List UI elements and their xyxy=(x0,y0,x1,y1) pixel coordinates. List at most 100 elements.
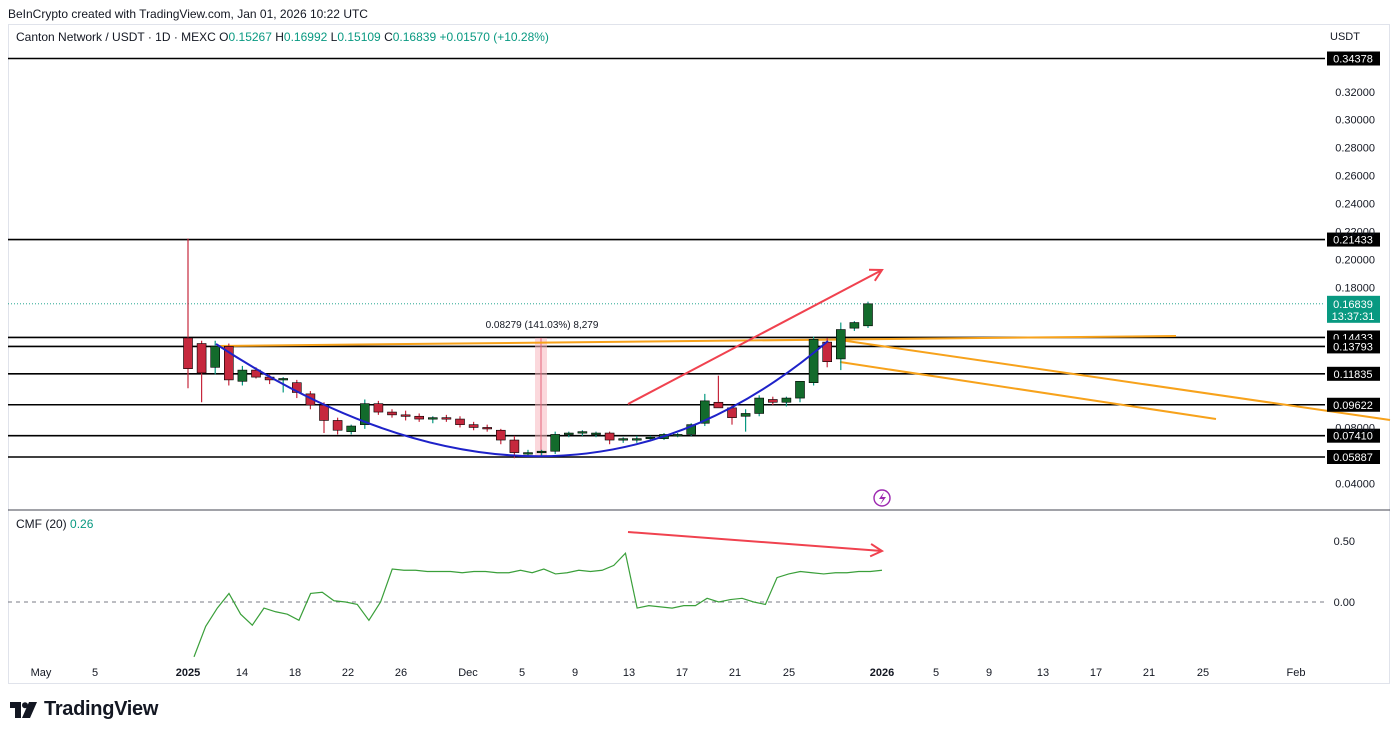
trendline-descending xyxy=(839,339,1391,421)
trendline-lower xyxy=(839,361,1217,420)
horizontal-levels xyxy=(8,57,1390,511)
cmf-arrow-head xyxy=(869,543,885,558)
time-tick-label: 5 xyxy=(92,667,98,679)
candle-body xyxy=(563,432,574,435)
high-value: 0.16992 xyxy=(283,30,328,44)
close-value: 0.16839 xyxy=(392,30,437,44)
time-tick-label: 18 xyxy=(289,667,301,679)
price-tick-label: 0.04000 xyxy=(1335,478,1375,490)
level-label: 0.13793 xyxy=(1333,341,1373,353)
low-value: 0.15109 xyxy=(337,30,381,44)
cup-curve xyxy=(215,340,829,458)
cmf-tick-label: 0.50 xyxy=(1334,536,1355,548)
lightning-icon xyxy=(873,489,891,507)
time-tick-label: 5 xyxy=(933,667,939,679)
time-tick-label: 21 xyxy=(729,667,741,679)
candle-body xyxy=(509,439,520,453)
open-value: 0.15267 xyxy=(228,30,272,44)
price-tick-label: 0.20000 xyxy=(1335,255,1375,267)
trendline-upper xyxy=(215,335,1177,347)
time-tick-label: 2025 xyxy=(176,667,200,679)
cup-curve-path xyxy=(215,340,829,458)
price-tick-label: 0.28000 xyxy=(1335,143,1375,155)
chart-frame xyxy=(8,24,1390,684)
countdown-label: 13:37:31 xyxy=(1332,311,1375,323)
candle-body xyxy=(332,420,343,431)
cmf-legend[interactable]: CMF (20) 0.26 xyxy=(16,517,93,531)
price-tick-label: 0.08000 xyxy=(1335,422,1375,434)
cmf-value: 0.26 xyxy=(70,517,94,531)
currency-label[interactable]: USDT xyxy=(1330,31,1360,43)
level-label: 0.34378 xyxy=(1333,54,1373,66)
high-label: H xyxy=(275,30,284,44)
candle-body xyxy=(631,438,642,441)
candle-body xyxy=(495,429,506,441)
tradingview-logo[interactable]: TradingView xyxy=(10,698,158,721)
level-label-bg xyxy=(1327,428,1380,443)
level-label: 0.11835 xyxy=(1334,369,1373,381)
level-label-bg xyxy=(1327,450,1380,464)
price-tick-label: 0.26000 xyxy=(1335,171,1375,183)
time-tick-label: 5 xyxy=(519,667,525,679)
candle-body xyxy=(699,400,710,424)
price-arrow xyxy=(627,269,883,405)
time-tick-label: Feb xyxy=(1287,667,1306,679)
symbol-name[interactable]: Canton Network / USDT · 1D · MEXC xyxy=(16,30,216,44)
measure-label: 0.08279 (141.03%) 8,279 xyxy=(486,320,599,331)
time-tick-label: 25 xyxy=(1197,667,1209,679)
level-label: 0.07410 xyxy=(1333,431,1373,443)
candle-body xyxy=(237,369,248,382)
time-tick-label: 13 xyxy=(1037,667,1049,679)
cmf-arrow xyxy=(627,531,883,552)
tradingview-logo-icon xyxy=(10,701,37,718)
level-label-bg xyxy=(1327,232,1380,247)
candle-body xyxy=(414,415,425,420)
candle-body xyxy=(835,329,846,360)
brand-name: TradingView xyxy=(44,698,159,720)
price-tick-label: 0.24000 xyxy=(1335,199,1375,211)
time-tick-label: 17 xyxy=(1090,667,1102,679)
low-label: L xyxy=(330,30,338,44)
candle-body xyxy=(291,382,302,393)
close-label: C xyxy=(384,30,393,44)
candle-body xyxy=(808,339,819,383)
candle-body xyxy=(523,452,533,455)
candle-body xyxy=(686,424,697,435)
time-tick-label: Dec xyxy=(458,667,478,679)
candle-body xyxy=(536,450,547,454)
candle-body xyxy=(373,403,384,413)
time-tick-label: 21 xyxy=(1143,667,1155,679)
candle-body xyxy=(441,417,452,420)
candle-body xyxy=(400,414,411,417)
candle-body xyxy=(196,343,207,374)
measure-tool: 0.08279 (141.03%) 8,279 xyxy=(486,320,599,457)
price-tick-label: 0.22000 xyxy=(1335,227,1375,239)
current-price-label: 0.16839 xyxy=(1333,299,1373,311)
price-arrow-head xyxy=(868,268,884,282)
candle-body xyxy=(183,337,193,370)
cmf-tick-label: 0.00 xyxy=(1334,597,1355,609)
time-tick-label: 14 xyxy=(236,667,248,679)
candle-body xyxy=(346,425,357,432)
cmf-label: CMF (20) xyxy=(16,517,67,531)
time-tick-label: 26 xyxy=(395,667,407,679)
candle-body xyxy=(550,434,561,452)
candle-body xyxy=(224,346,234,381)
candles xyxy=(183,238,873,459)
level-label: 0.05887 xyxy=(1333,452,1373,464)
symbol-legend[interactable]: Canton Network / USDT · 1D · MEXC O0.152… xyxy=(16,30,549,44)
candle-body xyxy=(210,346,220,368)
time-tick-label: 2026 xyxy=(870,667,894,679)
time-tick-label: 22 xyxy=(342,667,354,679)
price-tick-label: 0.32000 xyxy=(1335,87,1375,99)
change-value: +0.01570 (+10.28%) xyxy=(439,30,549,44)
candle-body xyxy=(427,417,438,420)
candle-body xyxy=(645,436,656,440)
candle-body xyxy=(781,397,792,403)
cmf-pane: 0.50 0.00 xyxy=(8,536,1355,658)
current-price-label-bg xyxy=(1327,295,1380,323)
level-label: 0.09622 xyxy=(1333,400,1373,412)
candle-body xyxy=(754,397,765,414)
candle-body xyxy=(767,399,778,403)
